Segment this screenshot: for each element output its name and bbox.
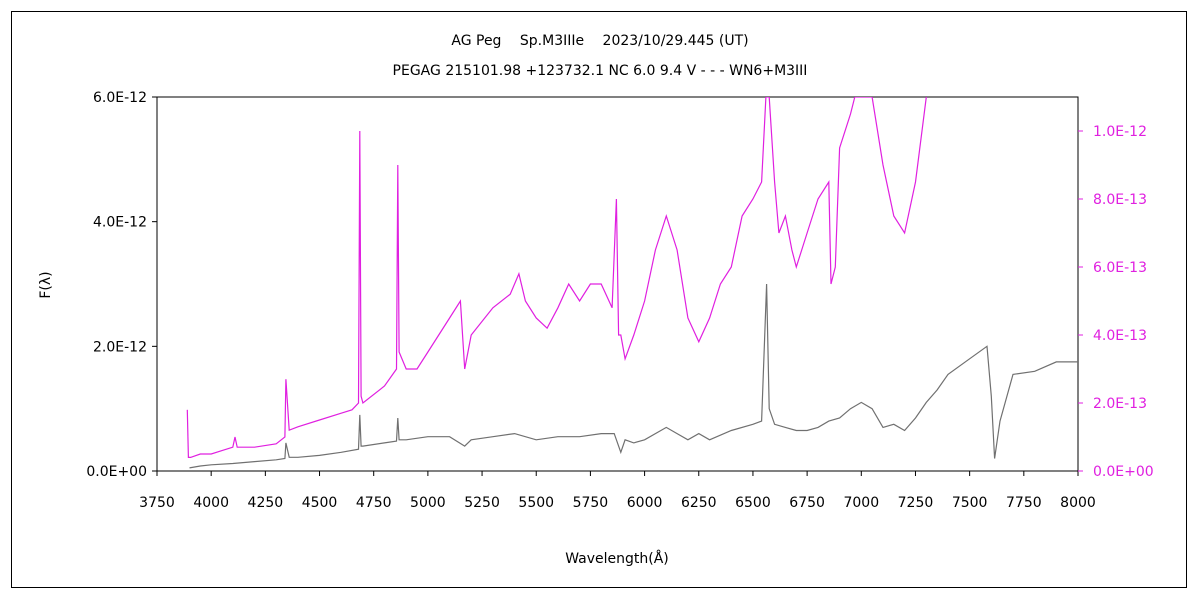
y-axis-label: F(λ)	[38, 271, 54, 298]
x-tick-label: 5250	[464, 495, 500, 511]
y-right-tick-label: 2.0E-13	[1093, 396, 1147, 412]
plot-area: 3750 4000 4250 4500 4750 5000 5250 5500 5750 6000…	[86, 90, 1153, 511]
x-tick-label: 4500	[302, 495, 338, 511]
y-left-tick-label: 2.0E-12	[93, 339, 147, 355]
x-tick-label: 5000	[410, 495, 446, 511]
x-tick-label: 4250	[248, 495, 284, 511]
x-tick-label: 8000	[1060, 495, 1096, 511]
x-tick-label: 4000	[193, 495, 229, 511]
x-tick-label: 7250	[898, 495, 934, 511]
series-line-left	[189, 283, 1078, 469]
series-line-right	[186, 97, 927, 458]
y-left-tick-label: 4.0E-12	[93, 215, 147, 231]
y-left-tick-label: 0.0E+00	[86, 464, 147, 480]
x-axis-label: Wavelength(Å)	[565, 550, 669, 567]
y-right-tick-label: 8.0E-13	[1093, 192, 1147, 208]
x-tick-label: 5750	[573, 495, 609, 511]
x-tick-label: 7500	[952, 495, 988, 511]
chart-title: AG Peg Sp.M3IIIe 2023/10/29.445 (UT)	[451, 33, 748, 49]
y-right-tick-label: 6.0E-13	[1093, 260, 1147, 276]
x-tick-label: 6750	[789, 495, 825, 511]
x-tick-label: 6000	[627, 495, 663, 511]
x-tick-label: 3750	[139, 495, 175, 511]
x-tick-label: 7000	[843, 495, 879, 511]
chart-subtitle: PEGAG 215101.98 +123732.1 NC 6.0 9.4 V -…	[393, 63, 808, 79]
plot-border	[156, 96, 1079, 472]
x-tick-label: 5500	[518, 495, 554, 511]
x-tick-label: 4750	[356, 495, 392, 511]
y-left-tick-label: 6.0E-12	[93, 90, 147, 106]
y-right-tick-label: 0.0E+00	[1093, 464, 1154, 480]
x-tick-label: 7750	[1006, 495, 1042, 511]
x-tick-label: 6250	[681, 495, 717, 511]
y-right-tick-label: 4.0E-13	[1093, 328, 1147, 344]
chart-frame	[11, 11, 1187, 588]
x-tick-label: 6500	[735, 495, 771, 511]
y-right-tick-label: 1.0E-12	[1093, 124, 1147, 140]
